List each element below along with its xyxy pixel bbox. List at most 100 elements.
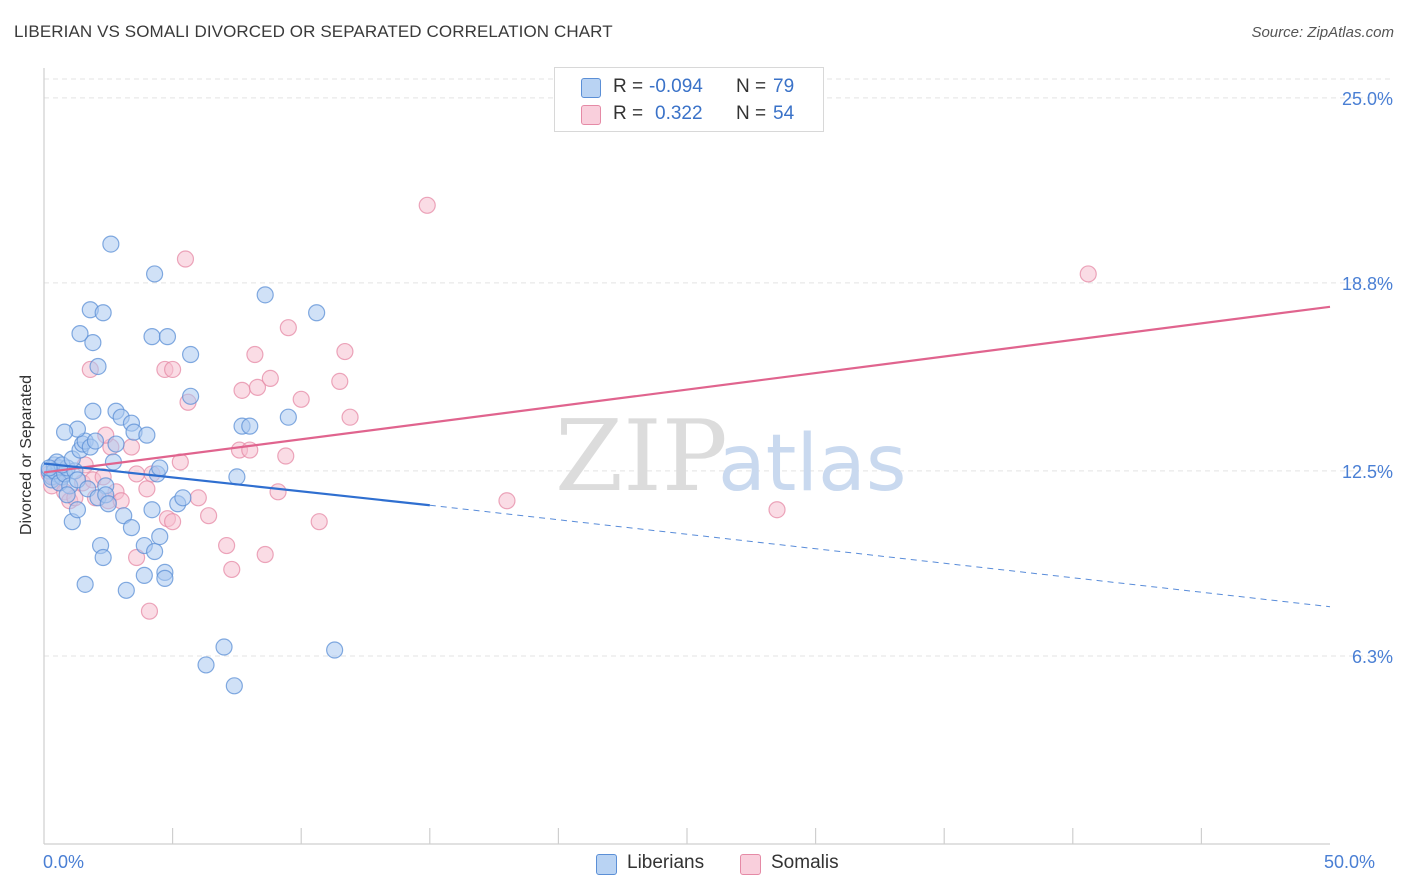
liberians-point — [122, 519, 141, 537]
y-tick-label: 6.3% — [1352, 647, 1393, 667]
liberians-point — [225, 677, 243, 695]
liberians-trend-extension — [429, 504, 1331, 608]
somalis-point — [189, 489, 207, 507]
liberians-point — [279, 408, 297, 426]
somalis-point — [223, 560, 241, 579]
liberians-point — [308, 304, 326, 322]
y-tick-label: 12.5% — [1342, 462, 1393, 482]
bottom-somalis-swatch — [740, 854, 761, 875]
bottom-liberians-swatch — [596, 854, 617, 875]
chart-title: LIBERIAN VS SOMALI DIVORCED OR SEPARATED… — [14, 22, 613, 41]
somalis-point — [292, 390, 310, 408]
somalis-point — [269, 483, 287, 501]
liberians-point — [158, 328, 177, 346]
somalis-point — [233, 381, 251, 399]
liberians-trend-line — [43, 462, 430, 507]
somalis-r-value: 0.322 — [655, 103, 703, 124]
somalis-point — [768, 501, 786, 519]
source-label: Source: ZipAtlas.com — [1251, 24, 1394, 41]
bottom-liberians-label: Liberians — [627, 852, 705, 873]
liberians-point — [143, 328, 161, 346]
liberians-point — [228, 468, 246, 486]
liberians-point — [174, 489, 192, 507]
somalis-point — [122, 438, 141, 456]
somalis-point — [164, 513, 182, 531]
liberians-swatch — [581, 78, 601, 98]
liberians-point — [99, 495, 117, 513]
liberians-point — [145, 542, 164, 561]
somalis-n-label: N = — [736, 103, 767, 124]
liberians-point — [326, 641, 344, 659]
liberians-r-value: -0.094 — [649, 76, 703, 97]
somalis-point — [138, 480, 156, 498]
liberians-r-label: R = — [613, 76, 644, 97]
somalis-point — [176, 250, 195, 268]
liberians-point — [145, 265, 164, 283]
somalis-point — [218, 536, 236, 555]
somalis-point — [279, 319, 297, 337]
somalis-point — [336, 342, 354, 361]
x-tick-label-max: 50.0% — [1324, 852, 1376, 872]
watermark: ZIP atlas — [555, 400, 907, 514]
bottom-somalis-label: Somalis — [771, 852, 839, 873]
grid-lines — [44, 78, 1394, 657]
liberians-point — [156, 569, 174, 587]
liberians-point — [58, 486, 76, 504]
y-tick-labels: 6.3% 12.5% 18.8% 25.0% — [1342, 89, 1393, 667]
liberians-n-value: 79 — [773, 76, 795, 97]
somalis-n-value: 54 — [773, 103, 795, 124]
liberians-point — [76, 575, 94, 593]
y-tick-label: 25.0% — [1342, 89, 1393, 109]
liberians-point — [151, 527, 169, 546]
liberians-point — [86, 432, 105, 450]
somalis-point — [341, 408, 359, 426]
liberians-point — [143, 501, 161, 519]
somalis-point — [140, 602, 159, 620]
somalis-point — [277, 447, 295, 465]
somalis-point — [310, 513, 328, 531]
liberians-point — [107, 435, 125, 453]
somalis-point — [256, 545, 274, 564]
watermark-zip: ZIP — [555, 400, 728, 514]
somalis-point — [246, 345, 264, 364]
liberians-point — [40, 459, 58, 477]
trend-lines — [43, 305, 1331, 608]
liberians-point — [115, 507, 133, 525]
somalis-point — [164, 360, 182, 379]
liberians-point — [117, 581, 135, 599]
somalis-r-label: R = — [613, 103, 644, 124]
liberians-n-label: N = — [736, 76, 767, 97]
y-tick-label: 18.8% — [1342, 274, 1393, 294]
somalis-point — [498, 492, 516, 510]
watermark-atlas: atlas — [718, 419, 907, 509]
somalis-point — [418, 196, 436, 214]
axes — [43, 68, 1330, 845]
liberians-point — [71, 325, 89, 343]
liberians-point — [138, 426, 156, 444]
liberians-point — [256, 286, 274, 304]
liberians-point — [135, 566, 153, 584]
somalis-trend-line — [43, 305, 1331, 474]
liberians-point — [94, 548, 112, 567]
liberians-point — [55, 423, 74, 441]
liberians-point — [68, 501, 87, 519]
liberians-point — [84, 402, 102, 420]
liberians-point — [241, 417, 259, 435]
correlation-legend: R = -0.094 N = 79 R = 0.322 N = 54 — [554, 67, 824, 132]
somalis-point — [248, 378, 267, 396]
liberians-point — [89, 357, 107, 376]
somalis-point — [127, 548, 146, 567]
somalis-swatch — [581, 105, 601, 125]
liberians-point — [215, 638, 233, 656]
somalis-point — [200, 507, 218, 525]
somalis-point — [1079, 265, 1097, 283]
liberians-point — [197, 656, 215, 674]
somalis-point — [331, 372, 349, 390]
liberians-point — [182, 387, 200, 405]
liberians-point — [84, 333, 102, 352]
liberians-point — [182, 345, 200, 364]
liberians-point — [102, 235, 120, 253]
x-tick-label-min: 0.0% — [43, 852, 85, 872]
somalis-point — [261, 369, 279, 388]
